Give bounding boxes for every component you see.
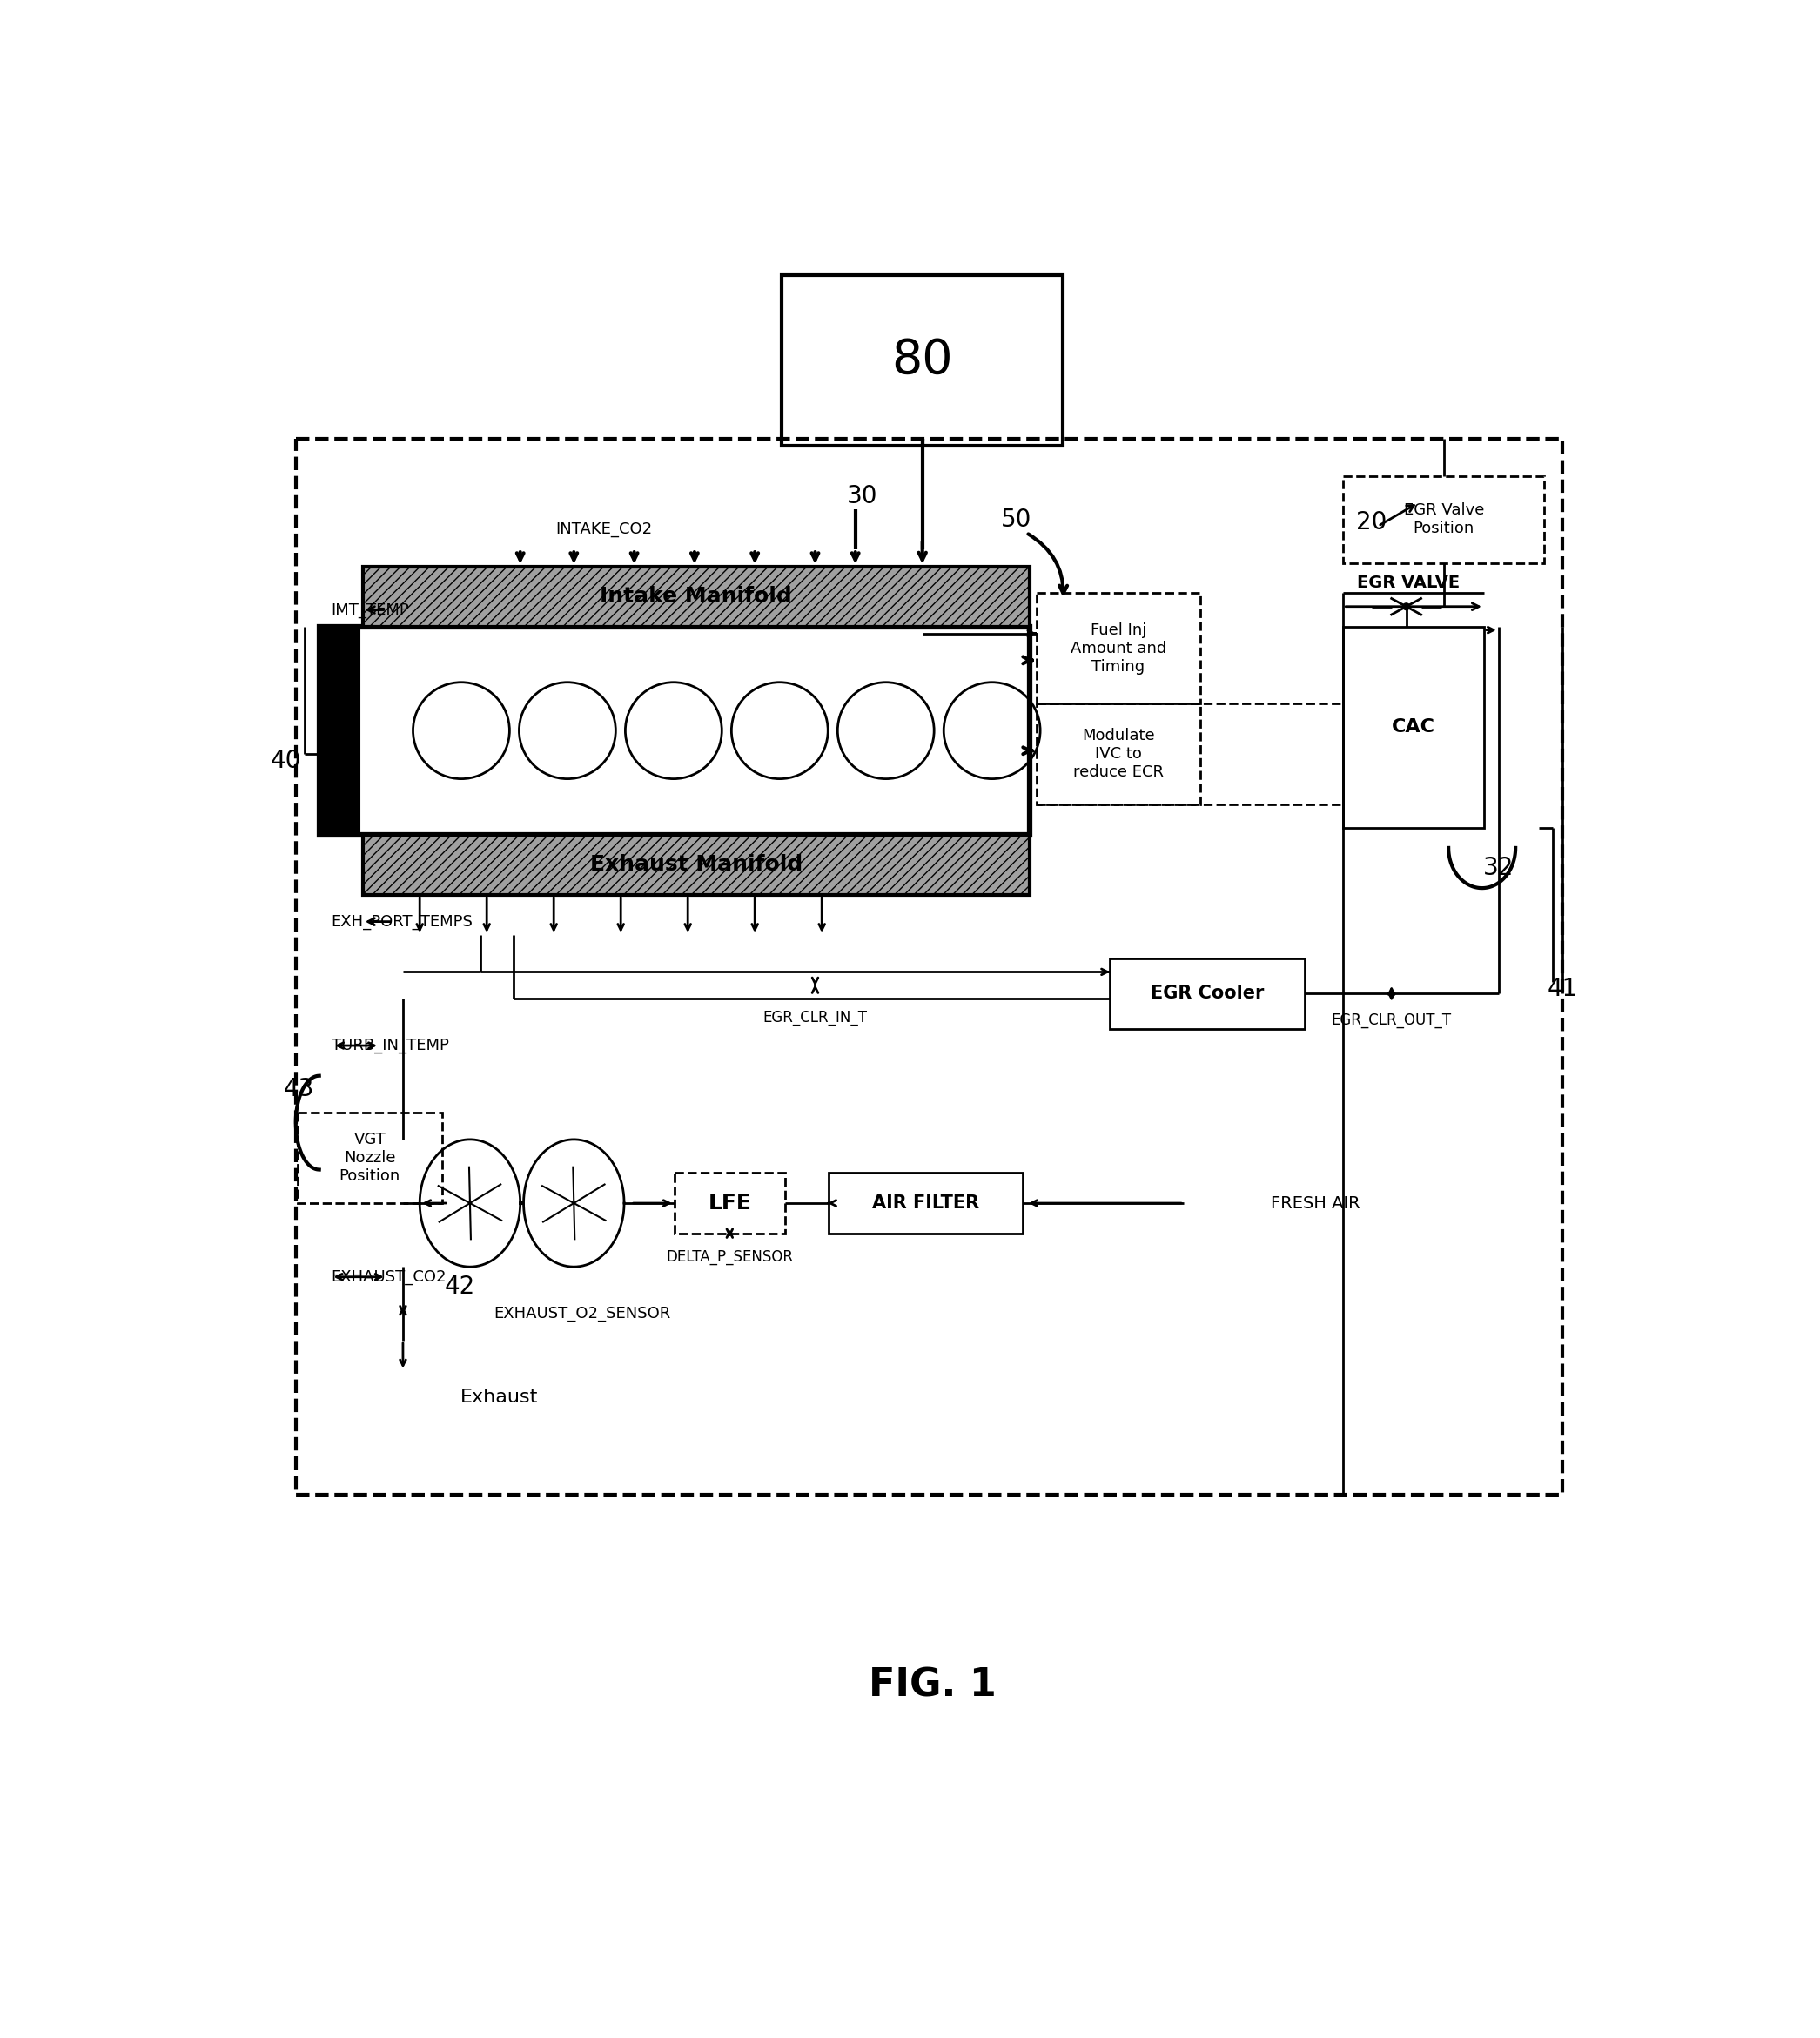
Text: EGR Valve
Position: EGR Valve Position bbox=[1403, 503, 1483, 536]
Bar bbox=[675, 1174, 784, 1233]
Text: 40: 40 bbox=[271, 748, 300, 772]
Text: Exhaust: Exhaust bbox=[460, 1388, 537, 1406]
Text: VGT
Nozzle
Position: VGT Nozzle Position bbox=[339, 1131, 400, 1184]
Bar bbox=[298, 1113, 442, 1202]
Bar bbox=[1036, 593, 1201, 703]
Text: FRESH AIR: FRESH AIR bbox=[1270, 1194, 1360, 1211]
Text: EXH_PORT_TEMPS: EXH_PORT_TEMPS bbox=[331, 913, 473, 929]
Bar bbox=[1343, 626, 1483, 827]
Bar bbox=[318, 626, 1030, 834]
Text: 42: 42 bbox=[444, 1274, 475, 1298]
Text: 30: 30 bbox=[846, 483, 877, 507]
Text: Modulate
IVC to
reduce ECR: Modulate IVC to reduce ECR bbox=[1074, 728, 1163, 781]
Text: CAC: CAC bbox=[1392, 719, 1436, 736]
Text: FIG. 1: FIG. 1 bbox=[868, 1667, 996, 1704]
Text: Fuel Inj
Amount and
Timing: Fuel Inj Amount and Timing bbox=[1070, 622, 1167, 675]
Bar bbox=[1036, 703, 1201, 805]
Bar bbox=[362, 834, 1030, 895]
Text: EGR Cooler: EGR Cooler bbox=[1150, 984, 1263, 1003]
Text: Intake Manifold: Intake Manifold bbox=[601, 587, 792, 607]
Text: INTAKE_CO2: INTAKE_CO2 bbox=[555, 522, 652, 538]
Text: Exhaust Manifold: Exhaust Manifold bbox=[590, 854, 803, 874]
Circle shape bbox=[1403, 603, 1410, 609]
Text: 41: 41 bbox=[1547, 976, 1578, 1001]
Bar bbox=[1110, 958, 1305, 1029]
Text: TURB_IN_TEMP: TURB_IN_TEMP bbox=[331, 1037, 450, 1054]
Bar bbox=[318, 626, 359, 834]
Bar bbox=[828, 1174, 1023, 1233]
Bar bbox=[362, 567, 1030, 626]
Text: 20: 20 bbox=[1356, 512, 1387, 534]
Text: 50: 50 bbox=[1001, 507, 1032, 532]
Text: EGR_CLR_OUT_T: EGR_CLR_OUT_T bbox=[1332, 1013, 1452, 1029]
Bar bbox=[1343, 475, 1545, 562]
Text: 32: 32 bbox=[1483, 856, 1514, 880]
Text: EXHAUST_CO2: EXHAUST_CO2 bbox=[331, 1270, 446, 1284]
Text: IMT_TEMP: IMT_TEMP bbox=[331, 601, 410, 618]
Text: EGR_CLR_IN_T: EGR_CLR_IN_T bbox=[763, 1009, 868, 1025]
Text: AIR FILTER: AIR FILTER bbox=[872, 1194, 979, 1213]
Bar bbox=[295, 438, 1562, 1494]
Text: DELTA_P_SENSOR: DELTA_P_SENSOR bbox=[666, 1249, 794, 1266]
Text: EGR VALVE: EGR VALVE bbox=[1358, 575, 1460, 591]
Text: EXHAUST_O2_SENSOR: EXHAUST_O2_SENSOR bbox=[493, 1306, 670, 1321]
Text: LFE: LFE bbox=[708, 1192, 752, 1213]
Text: 43: 43 bbox=[284, 1076, 315, 1101]
Text: 80: 80 bbox=[892, 336, 954, 383]
Bar bbox=[781, 275, 1063, 446]
